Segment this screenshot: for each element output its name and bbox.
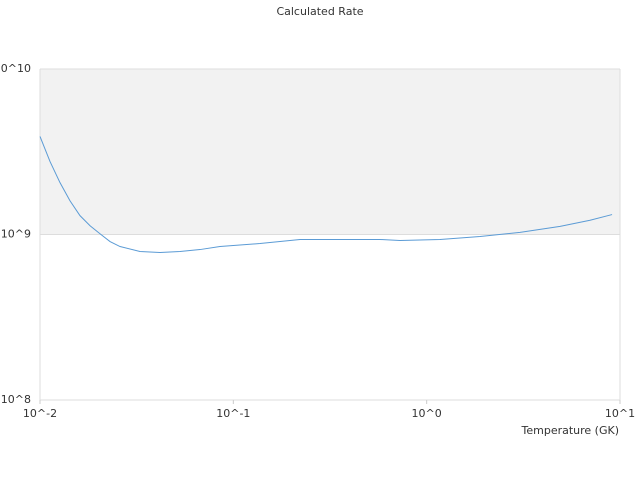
x-tick-label: 10^1 — [605, 407, 635, 420]
x-axis-label: Temperature (GK) — [521, 424, 620, 437]
x-tick-label: 10^0 — [412, 407, 442, 420]
plot-band — [40, 69, 620, 235]
x-tick-label: 10^-2 — [23, 407, 57, 420]
chart-title: Calculated Rate — [276, 5, 363, 18]
y-tick-label: 10^8 — [1, 393, 31, 406]
y-tick-label: 10^10 — [0, 62, 31, 75]
x-tick-label: 10^-1 — [216, 407, 250, 420]
y-tick-label: 10^9 — [1, 228, 31, 241]
data-line — [39, 136, 613, 254]
